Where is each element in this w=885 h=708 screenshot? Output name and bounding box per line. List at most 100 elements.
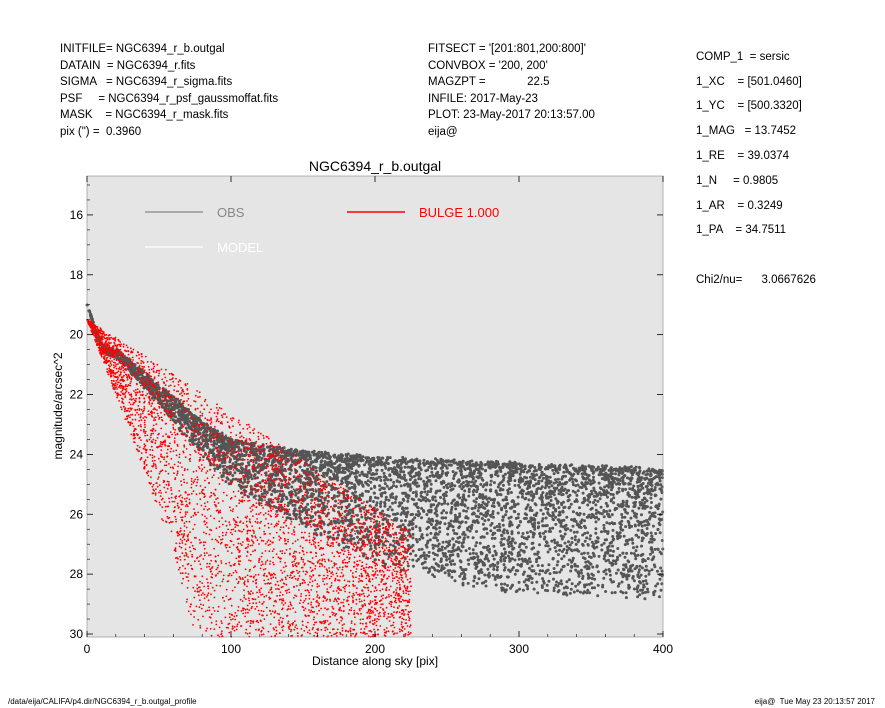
obs-point bbox=[319, 499, 323, 503]
obs-point bbox=[448, 539, 452, 543]
obs-points bbox=[85, 303, 665, 601]
obs-point bbox=[557, 582, 561, 585]
obs-point bbox=[420, 533, 424, 537]
obs-point bbox=[642, 585, 646, 589]
obs-point bbox=[600, 464, 604, 468]
obs-point bbox=[240, 471, 244, 475]
obs-point bbox=[288, 513, 292, 517]
obs-point bbox=[544, 524, 548, 528]
obs-point bbox=[422, 510, 426, 513]
obs-point bbox=[434, 531, 438, 535]
obs-point bbox=[265, 490, 269, 494]
obs-point bbox=[133, 366, 137, 369]
obs-point bbox=[431, 498, 435, 501]
obs-point bbox=[443, 571, 447, 575]
obs-point bbox=[533, 466, 537, 469]
obs-point bbox=[183, 420, 187, 424]
obs-point bbox=[596, 536, 600, 540]
obs-point bbox=[420, 516, 423, 520]
obs-point bbox=[646, 590, 650, 594]
obs-point bbox=[367, 471, 371, 475]
obs-point bbox=[414, 513, 418, 517]
obs-point bbox=[538, 496, 542, 500]
obs-point bbox=[434, 457, 437, 461]
obs-point bbox=[309, 457, 313, 461]
obs-point bbox=[643, 501, 647, 504]
obs-point bbox=[646, 587, 649, 591]
obs-point bbox=[624, 591, 628, 595]
obs-point bbox=[282, 492, 285, 496]
obs-point bbox=[225, 465, 229, 469]
obs-point bbox=[606, 558, 610, 562]
obs-point bbox=[491, 510, 495, 513]
obs-point bbox=[484, 579, 488, 583]
obs-point bbox=[327, 462, 331, 466]
obs-point bbox=[636, 553, 640, 557]
obs-point bbox=[519, 564, 523, 568]
obs-point bbox=[332, 472, 336, 476]
obs-point bbox=[418, 459, 422, 463]
obs-point bbox=[220, 461, 224, 465]
obs-point bbox=[170, 405, 174, 409]
obs-point bbox=[412, 498, 416, 502]
obs-point bbox=[371, 500, 375, 503]
obs-point bbox=[287, 501, 291, 505]
obs-point bbox=[558, 548, 562, 552]
obs-point bbox=[416, 506, 420, 510]
obs-point bbox=[463, 489, 467, 493]
obs-point bbox=[451, 537, 455, 541]
obs-point bbox=[632, 587, 636, 591]
obs-point bbox=[567, 578, 571, 582]
obs-point bbox=[382, 471, 386, 475]
obs-point bbox=[356, 535, 359, 539]
obs-point bbox=[540, 473, 543, 477]
obs-point bbox=[641, 591, 645, 595]
obs-point bbox=[630, 473, 634, 477]
obs-point bbox=[363, 474, 366, 478]
obs-point bbox=[581, 543, 585, 547]
obs-point bbox=[383, 482, 387, 486]
obs-point bbox=[600, 543, 604, 547]
obs-point bbox=[496, 575, 500, 579]
obs-point bbox=[598, 497, 602, 501]
obs-point bbox=[502, 476, 506, 480]
obs-point bbox=[541, 569, 545, 573]
obs-point bbox=[233, 471, 237, 475]
obs-point bbox=[555, 486, 559, 490]
obs-point bbox=[659, 566, 663, 570]
obs-point bbox=[190, 440, 194, 444]
obs-point bbox=[582, 590, 586, 594]
obs-point bbox=[530, 490, 534, 494]
obs-point bbox=[420, 547, 424, 551]
obs-point bbox=[413, 502, 416, 506]
obs-point bbox=[507, 544, 511, 548]
obs-point bbox=[590, 506, 594, 510]
obs-point bbox=[531, 535, 535, 539]
obs-point bbox=[312, 523, 316, 527]
obs-point bbox=[488, 564, 492, 568]
obs-point bbox=[326, 469, 330, 473]
obs-point bbox=[461, 500, 464, 504]
obs-point bbox=[494, 583, 498, 587]
obs-point bbox=[545, 502, 549, 506]
obs-point bbox=[625, 468, 629, 472]
obs-point bbox=[640, 539, 644, 543]
obs-point bbox=[434, 519, 438, 523]
obs-point bbox=[644, 473, 648, 477]
obs-point bbox=[338, 466, 341, 470]
obs-point bbox=[566, 563, 570, 566]
obs-point bbox=[383, 478, 387, 482]
obs-point bbox=[543, 535, 547, 539]
obs-point bbox=[438, 526, 442, 530]
obs-point bbox=[624, 487, 628, 491]
obs-point bbox=[358, 493, 362, 497]
obs-point bbox=[493, 536, 497, 540]
obs-point bbox=[486, 567, 490, 571]
obs-point bbox=[319, 463, 323, 467]
obs-point bbox=[450, 575, 454, 579]
obs-point bbox=[265, 501, 269, 504]
obs-point bbox=[399, 512, 403, 516]
obs-point bbox=[512, 546, 516, 550]
obs-point bbox=[589, 562, 593, 566]
header-pixscale: pix (") = 0.3960 bbox=[60, 126, 142, 138]
